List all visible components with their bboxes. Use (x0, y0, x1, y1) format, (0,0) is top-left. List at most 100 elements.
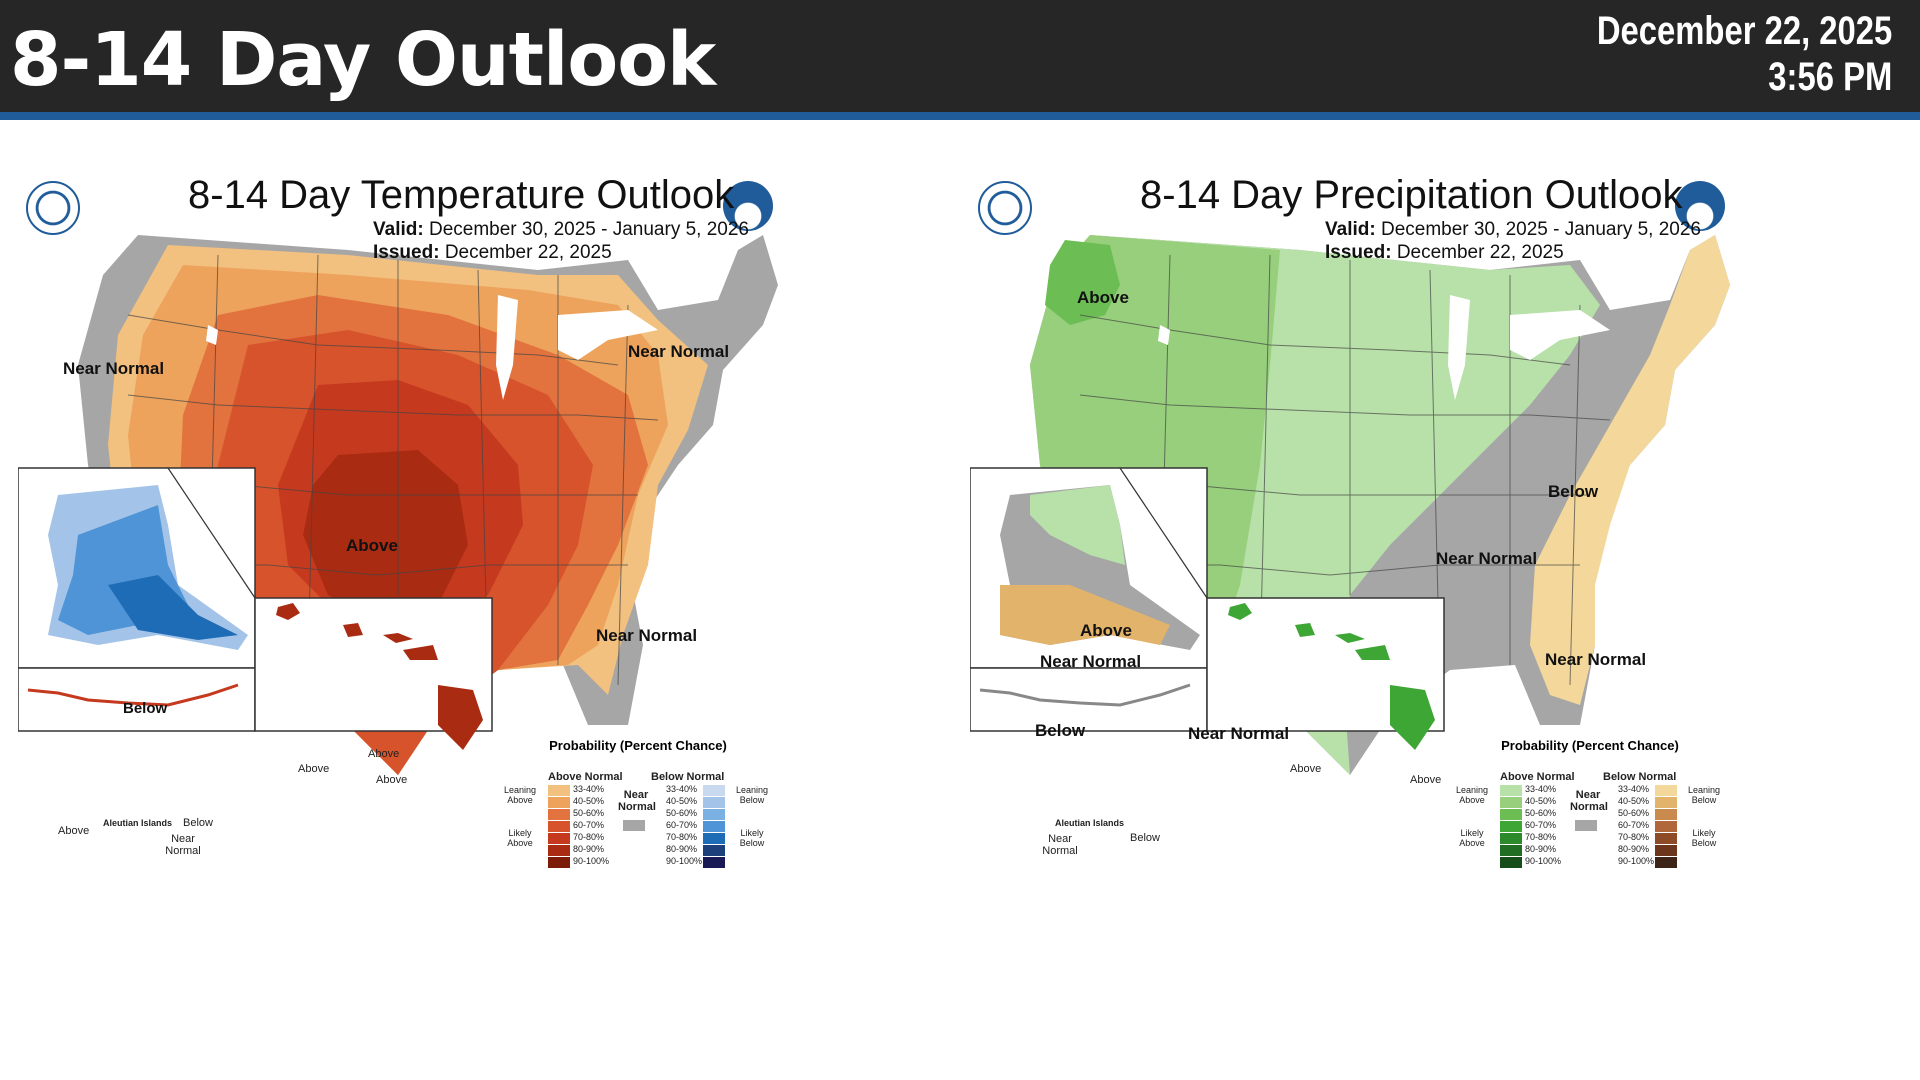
header-accent-bar (0, 112, 1920, 120)
time-text: 3:56 PM (1768, 55, 1892, 99)
date-time: December 22, 2025 3:56 PM (1597, 8, 1892, 100)
legend-leaning-above: Leaning Above (503, 785, 537, 805)
aleutian-inset-frame (970, 667, 1208, 732)
precipitation-legend-above-range: 70-80% (1525, 832, 1557, 842)
legend-likely-above: Likely Above (1459, 828, 1485, 848)
alaska-above (1030, 485, 1125, 565)
temperature-legend-below-swatch (703, 797, 725, 808)
precipitation-legend-below-range: 40-50% (1618, 796, 1650, 806)
label-aleutian-above: Above (58, 825, 90, 837)
label-hawaii-above-2: Above (1410, 774, 1442, 786)
precipitation-legend-above-swatch (1500, 797, 1522, 808)
legend-likely-below: Likely Below (1691, 828, 1717, 848)
temperature-legend-above-range: 80-90% (573, 844, 605, 854)
temperature-valid: Valid: December 30, 2025 - January 5, 20… (373, 219, 749, 240)
temperature-legend-above-swatch (548, 833, 570, 844)
aleutian-chain (979, 683, 1191, 707)
temperature-legend-below-range: 50-60% (666, 808, 698, 818)
temperature-legend-above-swatch (548, 809, 570, 820)
noaa-logo-icon (1675, 181, 1725, 231)
temperature-legend-above-range: 40-50% (573, 796, 605, 806)
legend-near-normal-swatch (623, 820, 645, 831)
precipitation-title: 8-14 Day Precipitation Outlook (1140, 173, 1683, 217)
label-near-normal-se: Near Normal (1436, 549, 1538, 568)
precipitation-legend-below-swatch (1655, 821, 1677, 832)
date-text: December 22, 2025 (1596, 9, 1892, 53)
temperature-legend-above-swatch (548, 845, 570, 856)
legend-leaning-below: Leaning Below (1687, 785, 1721, 805)
header: 8-14 Day Outlook December 22, 2025 3:56 … (0, 0, 1920, 112)
legend-near-normal: Near Normal (1570, 789, 1608, 813)
legend-above-header: Above Normal (548, 771, 623, 783)
precipitation-legend-below-range: 80-90% (1618, 844, 1650, 854)
precip-above-50-60 (1045, 240, 1120, 325)
temperature-legend-above-swatch (548, 785, 570, 796)
precipitation-legend-below-swatch (1655, 785, 1677, 796)
label-aleutian-near-normal: Near Normal (1042, 833, 1078, 857)
hawaii-islands (1228, 603, 1435, 750)
precipitation-legend-above-swatch (1500, 785, 1522, 796)
precipitation-legend-above-range: 80-90% (1525, 844, 1557, 854)
legend-above-header: Above Normal (1500, 771, 1575, 783)
temperature-legend-above-range: 90-100% (573, 856, 610, 866)
temperature-legend-above-range: 50-60% (573, 808, 605, 818)
temperature-legend-below-swatch (703, 785, 725, 796)
precipitation-legend-below-range: 90-100% (1618, 856, 1655, 866)
temperature-legend-below-swatch (703, 845, 725, 856)
precip-below-33-40 (1530, 235, 1730, 705)
precipitation-legend-above-swatch (1500, 821, 1522, 832)
temperature-legend-above-swatch (548, 857, 570, 868)
temperature-legend-below-range: 40-50% (666, 796, 698, 806)
precipitation-issued: Issued: December 22, 2025 (1325, 242, 1564, 263)
label-alaska-below: Below (123, 700, 168, 717)
precipitation-legend-below-swatch (1655, 833, 1677, 844)
temperature-legend-below-range: 90-100% (666, 856, 703, 866)
label-above-nw: Above (1077, 288, 1129, 307)
label-aleutian-near-normal: Near Normal (165, 833, 201, 857)
temperature-legend-above-swatch (548, 797, 570, 808)
temperature-issued: Issued: December 22, 2025 (373, 242, 612, 263)
precipitation-legend-below-swatch (1655, 797, 1677, 808)
temperature-legend-above-swatch (548, 821, 570, 832)
inset-connector (167, 467, 256, 599)
precipitation-legend-below-range: 70-80% (1618, 832, 1650, 842)
label-alaska-above: Above (1080, 621, 1132, 640)
precipitation-legend-below-swatch (1655, 845, 1677, 856)
legend-near-normal-swatch (1575, 820, 1597, 831)
temperature-legend-above-range: 60-70% (573, 820, 605, 830)
commerce-seal-icon (26, 181, 80, 235)
temperature-legend-below-range: 70-80% (666, 832, 698, 842)
precipitation-outlook-panel: 8-14 Day Precipitation Outlook Valid: De… (970, 165, 1920, 905)
label-alaska-below: Below (1035, 721, 1086, 740)
precipitation-legend-above-range: 33-40% (1525, 784, 1557, 794)
aleutian-inset-frame (18, 667, 256, 732)
label-near-normal-fl: Near Normal (596, 626, 698, 645)
legend-title: Probability (Percent Chance) (549, 738, 727, 753)
label-aleutian-title: Aleutian Islands (1055, 818, 1125, 828)
legend-likely-above: Likely Above (507, 828, 533, 848)
legend-below-header: Below Normal (651, 771, 725, 783)
label-hawaii-above-1: Above (368, 748, 400, 760)
label-near-normal-ne: Near Normal (628, 342, 730, 361)
temperature-legend-below-range: 80-90% (666, 844, 698, 854)
precipitation-legend-above-swatch (1500, 857, 1522, 868)
precipitation-valid: Valid: December 30, 2025 - January 5, 20… (1325, 219, 1701, 240)
legend-near-normal: Near Normal (618, 789, 656, 813)
precipitation-legend-above-range: 60-70% (1525, 820, 1557, 830)
temperature-legend-below-range: 60-70% (666, 820, 698, 830)
legend-leaning-below: Leaning Below (735, 785, 769, 805)
temperature-map (18, 235, 778, 775)
label-above: Above (346, 536, 398, 555)
legend-below-header: Below Normal (1603, 771, 1677, 783)
temperature-legend-above-range: 70-80% (573, 832, 605, 842)
legend-likely-below: Likely Below (739, 828, 765, 848)
temperature-legend-above-range: 33-40% (573, 784, 605, 794)
precipitation-legend-below-swatch (1655, 809, 1677, 820)
label-below-east: Below (1548, 482, 1599, 501)
commerce-seal-icon (978, 181, 1032, 235)
hawaii-inset-frame (1206, 597, 1445, 732)
precipitation-legend-below-swatch (1655, 857, 1677, 868)
precipitation-legend-above-range: 90-100% (1525, 856, 1562, 866)
temperature-legend-below-range: 33-40% (666, 784, 698, 794)
precipitation-legend-below-range: 50-60% (1618, 808, 1650, 818)
